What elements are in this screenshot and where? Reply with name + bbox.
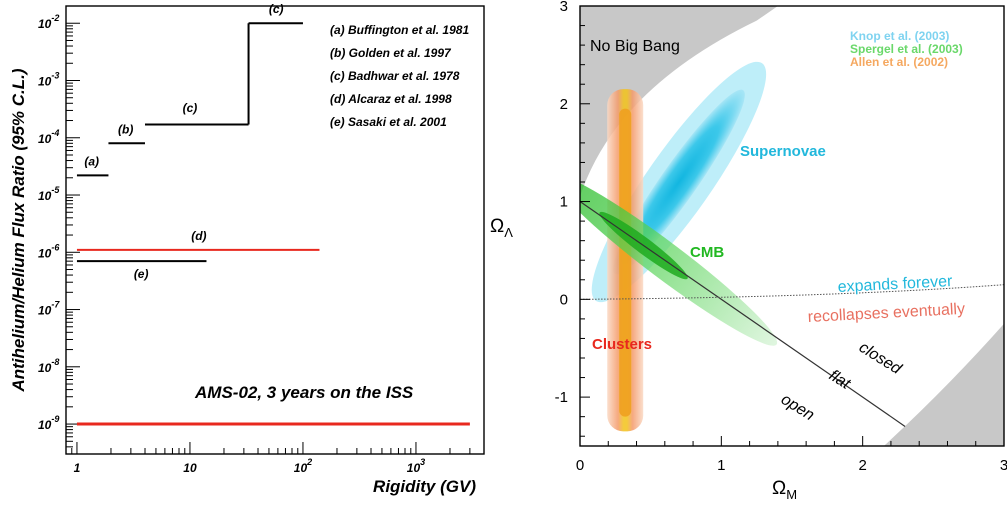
expansion-boundary-line (580, 284, 1004, 300)
right-plot-frame (579, 5, 1005, 447)
y-tick-label: 10-4 (38, 128, 59, 146)
y-tick-exponent: -2 (51, 13, 59, 23)
y-tick-label: 10-7 (38, 300, 60, 318)
y-tick-label: 10-5 (38, 185, 60, 203)
label-closed: closed (856, 339, 905, 379)
y-tick-label: 10-9 (38, 414, 59, 432)
y-tick-label: 10-6 (38, 242, 60, 260)
y-tick-label: 1 (560, 194, 568, 211)
x-tick-exponent: 3 (420, 457, 425, 467)
right-y-axis-label: ΩΛ (490, 216, 513, 240)
left-plot-frame (65, 5, 485, 455)
series-label: (c) (269, 2, 284, 16)
left-series-group: (a) (b) (c) (c) (d) (e) (76, 2, 470, 426)
y-tick-label: 2 (560, 96, 568, 113)
left-x-axis-label: Rigidity (GV) (373, 477, 476, 496)
y-tick-label: -1 (555, 389, 568, 406)
series-label: (b) (118, 122, 133, 136)
y-tick-exponent: -3 (51, 70, 59, 80)
label-clusters: Clusters (592, 336, 652, 353)
x-tick-label: 102 (294, 457, 312, 475)
y-tick-label: 10-3 (38, 70, 59, 88)
y-tick-exponent: -7 (51, 300, 60, 310)
omega-lambda-symbol: Ω (490, 216, 504, 237)
legend-allen: Allen et al. (2002) (850, 55, 948, 69)
right-legend: Knop et al. (2003) Spergel et al. (2003)… (850, 29, 963, 69)
series-label: (a) (84, 154, 99, 168)
label-expands-forever: expands forever (837, 273, 953, 296)
label-flat: flat (826, 367, 854, 393)
x-tick-exponent: 2 (306, 457, 312, 467)
flat-universe-line (580, 201, 906, 427)
series-label: (c) (183, 101, 198, 115)
bounce-region (883, 323, 1004, 446)
x-tick-label: 1 (74, 461, 81, 475)
legend-entry-c: (c) Badhwar et al. 1978 (330, 69, 460, 83)
omega-m-symbol: Ω (772, 478, 786, 499)
svg-text:ΩΛ: ΩΛ (490, 216, 513, 240)
y-tick-label: 10-8 (38, 357, 59, 375)
y-tick-label: 3 (560, 0, 568, 15)
legend-spergel: Spergel et al. (2003) (850, 42, 963, 56)
label-recollapses: recollapses eventually (807, 301, 965, 326)
x-tick-label: 1 (717, 457, 725, 474)
antihelium-flux-chart: 1 10 102 103 10-9 10-8 10-7 10-6 10-5 10-4 10-3 10-… (9, 2, 485, 496)
label-open: open (778, 391, 817, 424)
x-tick-label: 103 (407, 457, 425, 475)
right-x-axis-label: ΩM (772, 478, 797, 502)
legend-entry-d: (d) Alcaraz et al. 1998 (330, 92, 452, 106)
clusters-inner-band (619, 108, 632, 417)
x-tick-label: 2 (858, 457, 866, 474)
no-big-bang-region (580, 6, 778, 197)
left-legend: (a) Buffington et al. 1981 (b) Golden et… (330, 23, 469, 129)
ams-annotation: AMS-02, 3 years on the ISS (194, 383, 414, 402)
legend-entry-a: (a) Buffington et al. 1981 (330, 23, 469, 37)
label-no-big-bang: No Big Bang (590, 38, 680, 55)
label-supernovae: Supernovae (740, 143, 826, 160)
series-label: (e) (134, 267, 149, 281)
x-tick-label: 10 (183, 461, 197, 475)
y-tick-label: 10-2 (38, 13, 59, 31)
legend-knop: Knop et al. (2003) (850, 29, 949, 43)
y-tick-exponent: -4 (51, 128, 59, 138)
svg-text:ΩM: ΩM (772, 478, 797, 502)
legend-entry-e: (e) Sasaki et al. 2001 (330, 115, 447, 129)
legend-entry-b: (b) Golden et al. 1997 (330, 46, 452, 60)
label-cmb: CMB (690, 244, 724, 261)
left-y-axis-label: Antihelium/Helium Flux Ratio (95% C.L.) (9, 68, 28, 392)
x-tick-label: 3 (1000, 457, 1007, 474)
right-axis-ticks: 0 1 2 3 -1 0 1 2 3 (555, 0, 1007, 474)
omega-lambda-subscript: Λ (504, 225, 513, 240)
omega-m-subscript: M (786, 487, 797, 502)
y-tick-exponent: -8 (51, 357, 59, 367)
series-label: (d) (191, 229, 206, 243)
y-tick-exponent: -5 (51, 185, 60, 195)
y-tick-exponent: -6 (51, 242, 60, 252)
y-tick-exponent: -9 (51, 414, 59, 424)
y-tick-label: 0 (560, 291, 568, 308)
x-tick-label: 0 (576, 457, 584, 474)
right-regions-group (580, 6, 1004, 446)
